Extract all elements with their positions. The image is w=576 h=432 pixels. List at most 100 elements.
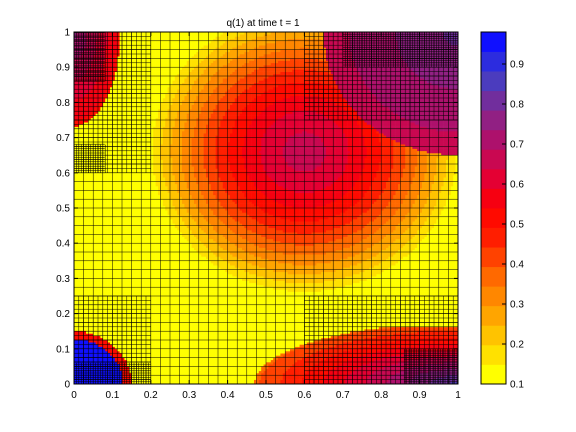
heat-cell <box>84 173 87 176</box>
heat-cell <box>132 168 135 171</box>
heat-cell <box>136 245 139 248</box>
heat-cell <box>93 245 96 248</box>
heat-cell <box>115 228 118 231</box>
heat-cell <box>146 245 149 248</box>
heat-cell <box>76 248 79 251</box>
heat-cell <box>127 107 130 110</box>
heat-cell <box>108 133 111 136</box>
heat-cell <box>132 358 135 361</box>
heat-cell <box>132 164 135 167</box>
heat-cell <box>79 314 82 317</box>
heat-cell <box>132 146 135 149</box>
heat-cell <box>136 175 139 178</box>
heat-cell <box>88 272 91 275</box>
heat-cell <box>93 331 96 334</box>
heat-cell <box>79 349 82 352</box>
heat-cell <box>146 265 149 268</box>
heat-cell <box>134 272 137 275</box>
heat-cell <box>117 199 120 202</box>
heat-cell <box>79 89 82 92</box>
heat-cell <box>88 309 91 312</box>
heat-cell <box>141 314 144 317</box>
heat-cell <box>93 265 96 268</box>
heat-cell <box>141 58 144 61</box>
heat-cell <box>84 296 87 299</box>
heat-cell <box>108 120 111 123</box>
heat-cell <box>96 210 99 213</box>
heat-cell <box>144 199 147 202</box>
heat-cell <box>112 336 115 339</box>
heat-cell <box>84 300 87 303</box>
heat-cell <box>88 270 91 273</box>
heat-cell <box>98 120 101 123</box>
heat-cell <box>103 340 106 343</box>
heat-cell <box>105 173 108 176</box>
heat-cell <box>105 201 108 204</box>
heat-cell <box>136 173 139 176</box>
heat-cell <box>84 124 87 127</box>
heat-cell <box>127 63 130 66</box>
heat-cell <box>115 173 118 176</box>
heat-cell <box>132 289 135 292</box>
heat-cell <box>117 252 120 255</box>
heat-cell <box>96 204 99 207</box>
heat-cell <box>122 292 125 295</box>
heat-cell <box>115 234 118 237</box>
heat-cell <box>146 138 149 141</box>
heat-cell <box>79 199 82 202</box>
heat-cell <box>105 177 108 180</box>
heat-cell <box>103 102 106 105</box>
heat-cell <box>98 237 101 240</box>
heat-cell <box>144 228 147 231</box>
heat-cell <box>146 186 149 189</box>
heat-cell <box>98 98 101 101</box>
heat-cell <box>134 292 137 295</box>
heat-cell <box>98 248 101 251</box>
heat-cell <box>146 146 149 149</box>
heat-cell <box>108 151 111 154</box>
heat-cell <box>79 237 82 240</box>
heat-cell <box>136 228 139 231</box>
heat-cell <box>112 349 115 352</box>
heat-cell <box>105 230 108 233</box>
heat-cell <box>127 195 130 198</box>
heat-cell <box>115 272 118 275</box>
heat-cell <box>84 199 87 202</box>
heat-cell <box>144 254 147 257</box>
heat-cell <box>117 186 120 189</box>
heat-cell <box>141 182 144 185</box>
heat-cell <box>124 261 127 264</box>
heat-cell <box>122 146 125 149</box>
heat-cell <box>132 226 135 229</box>
heat-cell <box>115 254 118 257</box>
heat-cell <box>112 318 115 321</box>
heat-cell <box>134 210 137 213</box>
heat-cell <box>88 349 91 352</box>
heat-cell <box>105 199 108 202</box>
heat-cell <box>88 230 91 233</box>
heat-cell <box>93 219 96 222</box>
heat-cell <box>103 230 106 233</box>
heat-cell <box>88 243 91 246</box>
heat-cell <box>117 208 120 211</box>
heat-cell <box>84 289 87 292</box>
heat-cell <box>134 239 137 242</box>
heat-cell <box>93 336 96 339</box>
heat-cell <box>124 281 127 284</box>
heat-cell <box>86 173 89 176</box>
heat-cell <box>122 72 125 75</box>
heat-cell <box>103 89 106 92</box>
heat-cell <box>144 278 147 281</box>
heat-cell <box>93 89 96 92</box>
heat-cell <box>86 292 89 295</box>
heat-cell <box>76 287 79 290</box>
heat-cell <box>117 254 120 257</box>
heat-cell <box>98 111 101 114</box>
heat-cell <box>88 212 91 215</box>
heat-cell <box>115 175 118 178</box>
heat-cell <box>132 296 135 299</box>
heat-cell <box>141 129 144 132</box>
heat-cell <box>146 322 149 325</box>
heat-cell <box>146 116 149 119</box>
heat-cell <box>84 234 87 237</box>
